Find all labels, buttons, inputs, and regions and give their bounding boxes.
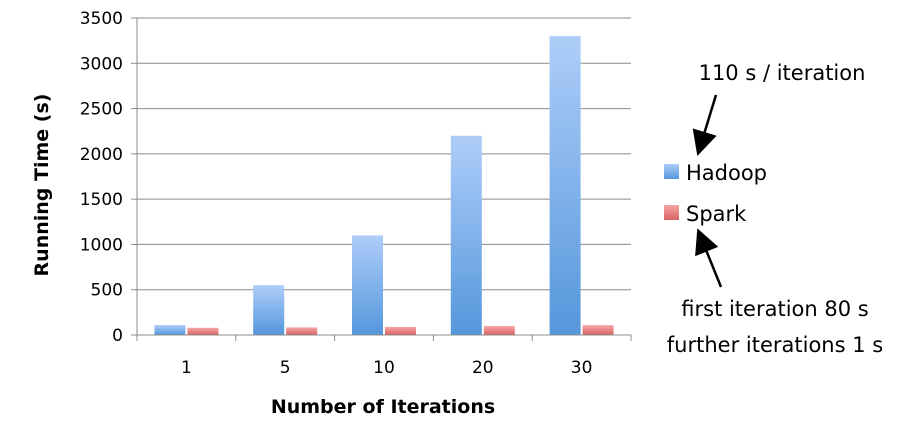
y-axis-title: Running Time (s) [31,94,53,277]
y-tick-label: 500 [91,281,123,301]
x-tick-label: 10 [373,358,395,378]
y-tick-label: 2500 [80,100,123,120]
y-tick-label: 3500 [80,9,123,29]
hadoop-legend-swatch [664,164,679,179]
y-tick-label: 2000 [80,145,123,165]
x-tick-label: 20 [472,358,494,378]
spark-legend-label: Spark [686,202,747,226]
y-tick-label: 1500 [80,190,123,210]
bar-hadoop-20 [450,135,482,335]
spark-annotation-line1: first iteration 80 s [681,297,868,321]
hadoop-legend-label: Hadoop [686,161,767,185]
bar-hadoop-1 [154,325,186,335]
y-tick-label: 1000 [80,235,123,255]
legend: Hadoop Spark [664,161,767,226]
y-tick-labels: 0 500 1000 1500 2000 2500 3000 3500 [80,9,123,346]
x-tick-label: 30 [571,358,593,378]
spark-annotation-line2: further iterations 1 s [667,333,883,357]
x-tick-label: 1 [181,358,192,378]
y-tick-label: 0 [112,326,123,346]
bar-hadoop-5 [253,285,285,335]
bars [154,36,614,335]
hadoop-arrow [692,94,718,156]
x-tick-label: 5 [280,358,291,378]
bar-hadoop-10 [352,235,383,335]
gridlines [131,17,631,336]
bar-spark-10 [385,326,416,335]
y-tick-label: 3000 [80,54,123,74]
bar-hadoop-30 [549,36,581,335]
axes [136,18,632,341]
bar-spark-1 [187,327,219,335]
bar-spark-20 [483,326,515,335]
bar-spark-30 [582,325,614,335]
hadoop-annotation: 110 s / iteration [699,61,866,85]
x-axis-title: Number of Iterations [271,396,495,418]
x-tick-labels: 1 5 10 20 30 [181,358,592,378]
spark-legend-swatch [664,205,679,220]
bar-spark-5 [286,327,318,335]
spark-arrow [695,228,723,288]
